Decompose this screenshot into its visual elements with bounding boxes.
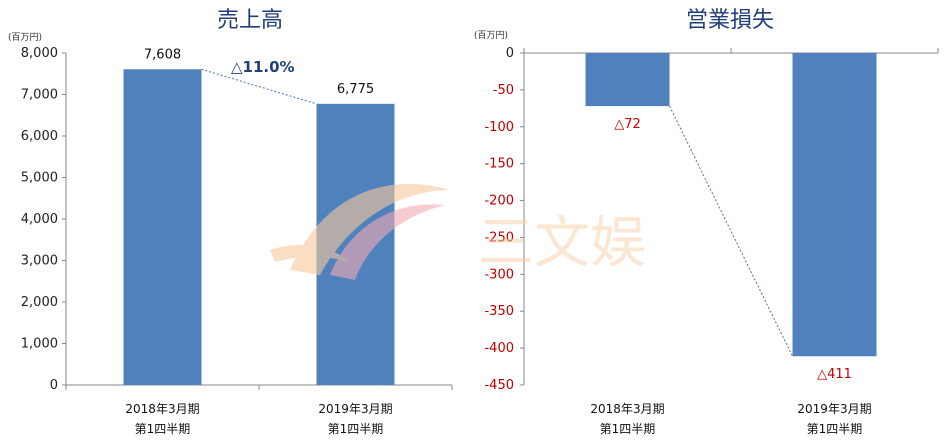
- watermark-logo: 三文娱: [270, 183, 646, 280]
- loss-y-tick-label: -450: [484, 378, 514, 393]
- sales-y-tick-label: 3,000: [21, 254, 58, 269]
- sales-y-tick-label: 4,000: [21, 212, 58, 227]
- loss-category-label: 第1四半期: [807, 422, 863, 436]
- sales-change-connector: [201, 68, 317, 105]
- sales-unit-label: (百万円): [8, 32, 42, 43]
- sales-category-label: 2018年3月期: [125, 402, 199, 416]
- loss-value-label: △411: [817, 367, 852, 382]
- loss-value-label: △72: [614, 117, 641, 132]
- loss-y-tick-label: -150: [484, 157, 514, 172]
- operating-loss-plot-area: 0 -50 -100 -150 -200 -250 -300 -350 -400 -450 △72 2…: [484, 46, 939, 436]
- sales-y-tick-label: 0: [50, 378, 58, 393]
- loss-y-tick-label: -400: [484, 341, 514, 356]
- sales-y-tick-label: 7,000: [21, 88, 58, 103]
- sales-y-tick-label: 6,000: [21, 129, 58, 144]
- loss-change-connector: [669, 105, 793, 357]
- loss-category-label: 第1四半期: [600, 422, 656, 436]
- loss-bar: [585, 53, 670, 107]
- watermark-text: 三文娱: [478, 211, 646, 276]
- loss-y-tick-label: -100: [484, 120, 514, 135]
- loss-category-label: 2018年3月期: [590, 402, 664, 416]
- sales-y-tick-label: 8,000: [21, 46, 58, 61]
- operating-loss-unit-label: (百万円): [474, 30, 508, 41]
- loss-y-tick-label: -200: [484, 194, 514, 209]
- sales-change-label: △11.0%: [231, 58, 295, 76]
- loss-category-label: 2019年3月期: [797, 402, 871, 416]
- operating-loss-chart: 営業損失 (百万円) 0 -50 -100 -150 -200 -250 -300 -350 -…: [474, 8, 939, 436]
- sales-chart: 売上高 (百万円) 0 1,000 2,000 3,000 4,000 5,000 6,00…: [8, 8, 453, 436]
- loss-y-tick-label: -350: [484, 304, 514, 319]
- sales-y-tick-label: 5,000: [21, 171, 58, 186]
- sales-category-label: 2019年3月期: [318, 402, 392, 416]
- sales-value-label: 6,775: [337, 82, 374, 97]
- sales-category-label: 第1四半期: [135, 422, 191, 436]
- sales-y-tick-label: 2,000: [21, 295, 58, 310]
- sales-value-label: 7,608: [144, 47, 181, 62]
- loss-y-tick-label: -50: [493, 83, 514, 98]
- loss-bar: [792, 53, 877, 357]
- operating-loss-chart-title: 営業損失: [686, 8, 774, 33]
- sales-plot-area: 0 1,000 2,000 3,000 4,000 5,000 6,000 7,000 8,00…: [21, 46, 453, 436]
- watermark-swoosh-inner: [330, 204, 445, 280]
- sales-category-label: 第1四半期: [328, 422, 384, 436]
- sales-chart-title: 売上高: [217, 8, 283, 33]
- sales-bar: [123, 69, 202, 385]
- loss-y-tick-label: -250: [484, 230, 514, 245]
- sales-y-tick-label: 1,000: [21, 337, 58, 352]
- loss-y-tick-label: 0: [506, 46, 514, 61]
- loss-y-tick-label: -300: [484, 267, 514, 282]
- watermark-swoosh-tail: [270, 244, 350, 262]
